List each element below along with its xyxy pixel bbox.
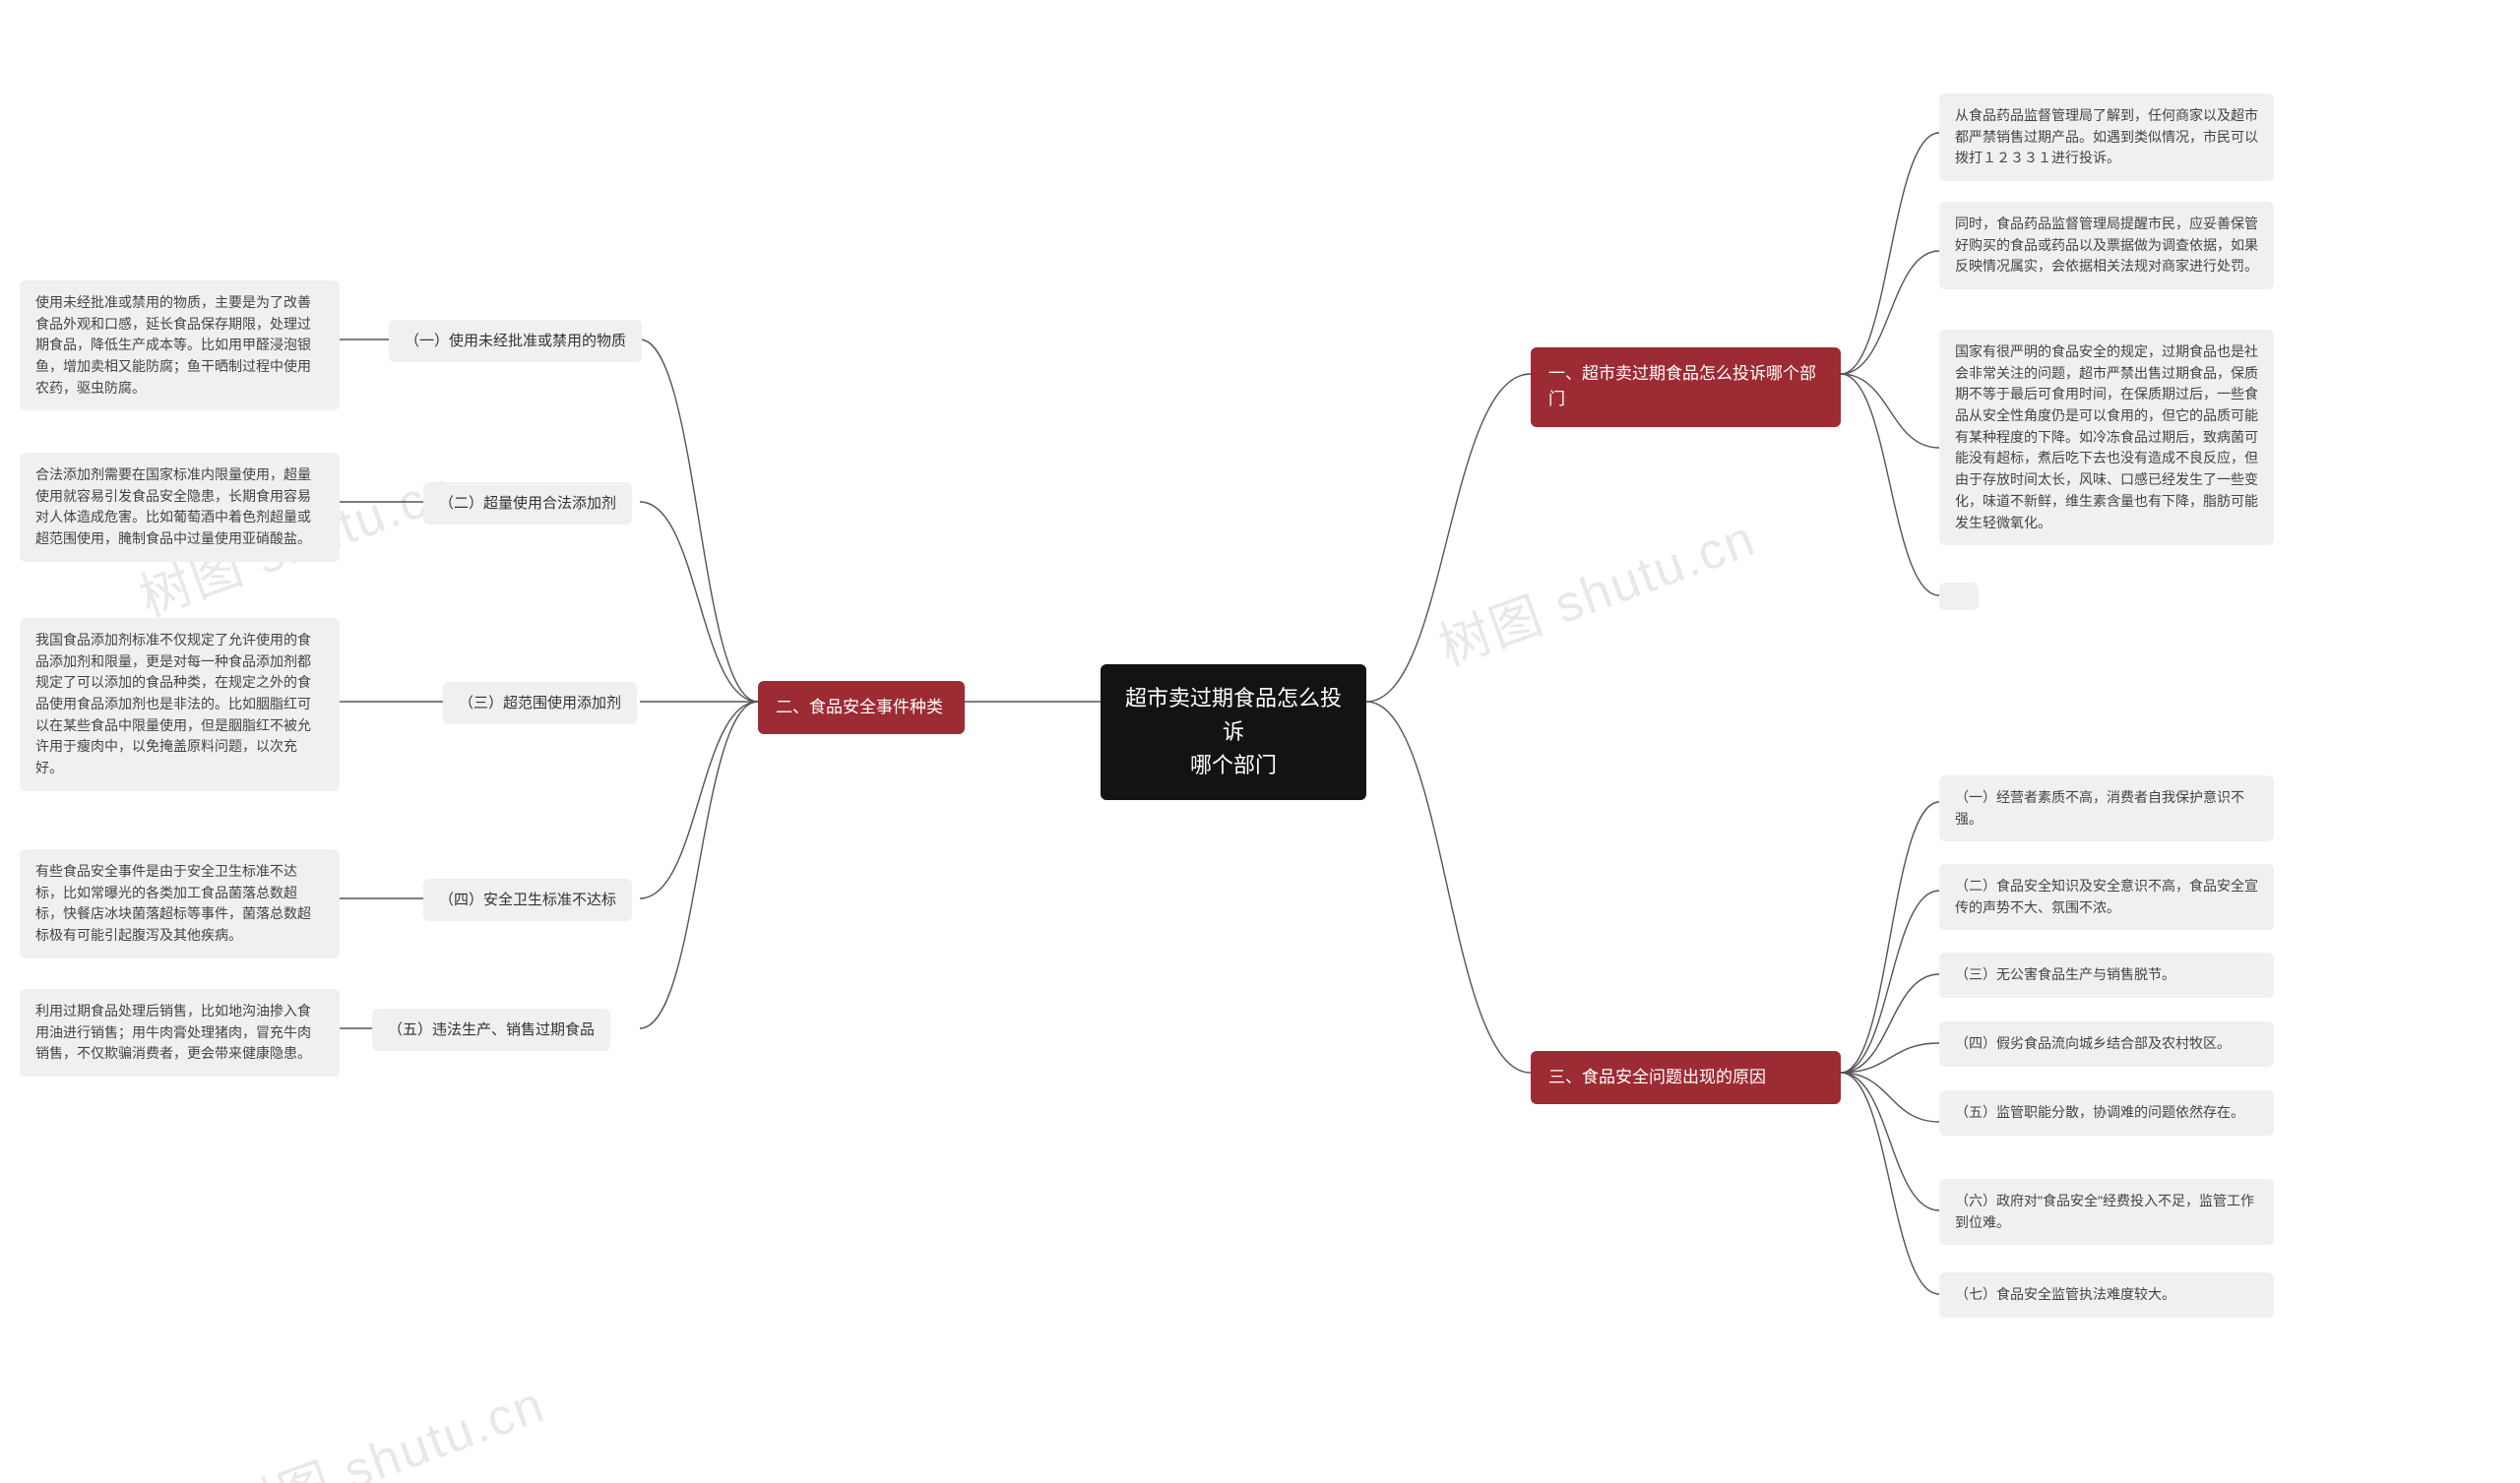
branch-1-label: 一、超市卖过期食品怎么投诉哪个部门 [1548, 361, 1823, 413]
branch-1-child-3-text: 国家有很严明的食品安全的规定，过期食品也是社会非常关注的问题，超市严禁出售过期食… [1955, 341, 2258, 533]
branch-2-leaf-1-text: 使用未经批准或禁用的物质，主要是为了改善食品外观和口感，延长食品保存期限，处理过… [35, 292, 324, 399]
branch-3-child-2[interactable]: （二）食品安全知识及安全意识不高，食品安全宣传的声势不大、氛围不浓。 [1939, 864, 2274, 930]
branch-2-sub-1[interactable]: （一）使用未经批准或禁用的物质 [389, 320, 642, 362]
branch-3-child-5-text: （五）监管职能分散，协调难的问题依然存在。 [1955, 1102, 2244, 1124]
branch-3-child-3[interactable]: （三）无公害食品生产与销售脱节。 [1939, 953, 2274, 998]
branch-2-sub-3-text: （三）超范围使用添加剂 [459, 692, 621, 714]
branch-2-leaf-2[interactable]: 合法添加剂需要在国家标准内限量使用，超量使用就容易引发食品安全隐患，长期食用容易… [20, 453, 340, 562]
branch-2-sub-1-text: （一）使用未经批准或禁用的物质 [405, 330, 626, 352]
branch-2-label: 二、食品安全事件种类 [776, 695, 943, 720]
branch-2-leaf-1[interactable]: 使用未经批准或禁用的物质，主要是为了改善食品外观和口感，延长食品保存期限，处理过… [20, 280, 340, 410]
branch-2-sub-5[interactable]: （五）违法生产、销售过期食品 [372, 1009, 610, 1051]
branch-1[interactable]: 一、超市卖过期食品怎么投诉哪个部门 [1531, 347, 1841, 427]
branch-3-child-6-text: （六）政府对"食品安全"经费投入不足，监管工作到位难。 [1955, 1191, 2258, 1233]
branch-1-child-3[interactable]: 国家有很严明的食品安全的规定，过期食品也是社会非常关注的问题，超市严禁出售过期食… [1939, 330, 2274, 545]
branch-3-child-4-text: （四）假劣食品流向城乡结合部及农村牧区。 [1955, 1033, 2231, 1055]
branch-3-child-7[interactable]: （七）食品安全监管执法难度较大。 [1939, 1272, 2274, 1318]
branch-2-leaf-3-text: 我国食品添加剂标准不仅规定了允许使用的食品添加剂和限量，更是对每一种食品添加剂都… [35, 630, 324, 779]
branch-2-leaf-3[interactable]: 我国食品添加剂标准不仅规定了允许使用的食品添加剂和限量，更是对每一种食品添加剂都… [20, 618, 340, 791]
branch-3-child-1[interactable]: （一）经营者素质不高，消费者自我保护意识不强。 [1939, 775, 2274, 841]
branch-2-leaf-4-text: 有些食品安全事件是由于安全卫生标准不达标，比如常曝光的各类加工食品菌落总数超标，… [35, 861, 324, 947]
center-line1: 超市卖过期食品怎么投诉 [1122, 682, 1345, 749]
branch-3-child-1-text: （一）经营者素质不高，消费者自我保护意识不强。 [1955, 787, 2258, 830]
center-topic[interactable]: 超市卖过期食品怎么投诉 哪个部门 [1101, 664, 1366, 800]
branch-3-child-7-text: （七）食品安全监管执法难度较大。 [1955, 1284, 2175, 1306]
branch-2-sub-3[interactable]: （三）超范围使用添加剂 [443, 682, 637, 724]
branch-2-leaf-5[interactable]: 利用过期食品处理后销售，比如地沟油掺入食用油进行销售；用牛肉膏处理猪肉，冒充牛肉… [20, 989, 340, 1077]
branch-3-child-5[interactable]: （五）监管职能分散，协调难的问题依然存在。 [1939, 1090, 2274, 1136]
branch-1-child-4[interactable] [1939, 583, 1979, 610]
branch-2-sub-4[interactable]: （四）安全卫生标准不达标 [423, 879, 632, 921]
branch-1-child-1[interactable]: 从食品药品监督管理局了解到，任何商家以及超市都严禁销售过期产品。如遇到类似情况，… [1939, 93, 2274, 181]
branch-2-leaf-5-text: 利用过期食品处理后销售，比如地沟油掺入食用油进行销售；用牛肉膏处理猪肉，冒充牛肉… [35, 1001, 324, 1065]
branch-2-sub-4-text: （四）安全卫生标准不达标 [439, 889, 616, 911]
branch-3-child-6[interactable]: （六）政府对"食品安全"经费投入不足，监管工作到位难。 [1939, 1179, 2274, 1245]
branch-1-child-2-text: 同时，食品药品监督管理局提醒市民，应妥善保管好购买的食品或药品以及票据做为调查依… [1955, 214, 2258, 278]
branch-3[interactable]: 三、食品安全问题出现的原因 [1531, 1051, 1841, 1104]
branch-2-leaf-4[interactable]: 有些食品安全事件是由于安全卫生标准不达标，比如常曝光的各类加工食品菌落总数超标，… [20, 849, 340, 958]
center-line2: 哪个部门 [1122, 749, 1345, 782]
branch-3-child-2-text: （二）食品安全知识及安全意识不高，食品安全宣传的声势不大、氛围不浓。 [1955, 876, 2258, 918]
watermark: 树图 shutu.cn [217, 1363, 553, 1483]
branch-3-child-3-text: （三）无公害食品生产与销售脱节。 [1955, 964, 2175, 986]
branch-3-label: 三、食品安全问题出现的原因 [1548, 1065, 1766, 1090]
branch-3-child-4[interactable]: （四）假劣食品流向城乡结合部及农村牧区。 [1939, 1021, 2274, 1067]
branch-2[interactable]: 二、食品安全事件种类 [758, 681, 965, 734]
branch-2-sub-5-text: （五）违法生产、销售过期食品 [388, 1019, 595, 1041]
watermark: 树图 shutu.cn [1427, 497, 1764, 680]
branch-2-sub-2-text: （二）超量使用合法添加剂 [439, 492, 616, 515]
branch-2-sub-2[interactable]: （二）超量使用合法添加剂 [423, 482, 632, 525]
branch-2-leaf-2-text: 合法添加剂需要在国家标准内限量使用，超量使用就容易引发食品安全隐患，长期食用容易… [35, 464, 324, 550]
branch-1-child-1-text: 从食品药品监督管理局了解到，任何商家以及超市都严禁销售过期产品。如遇到类似情况，… [1955, 105, 2258, 169]
branch-1-child-2[interactable]: 同时，食品药品监督管理局提醒市民，应妥善保管好购买的食品或药品以及票据做为调查依… [1939, 202, 2274, 289]
